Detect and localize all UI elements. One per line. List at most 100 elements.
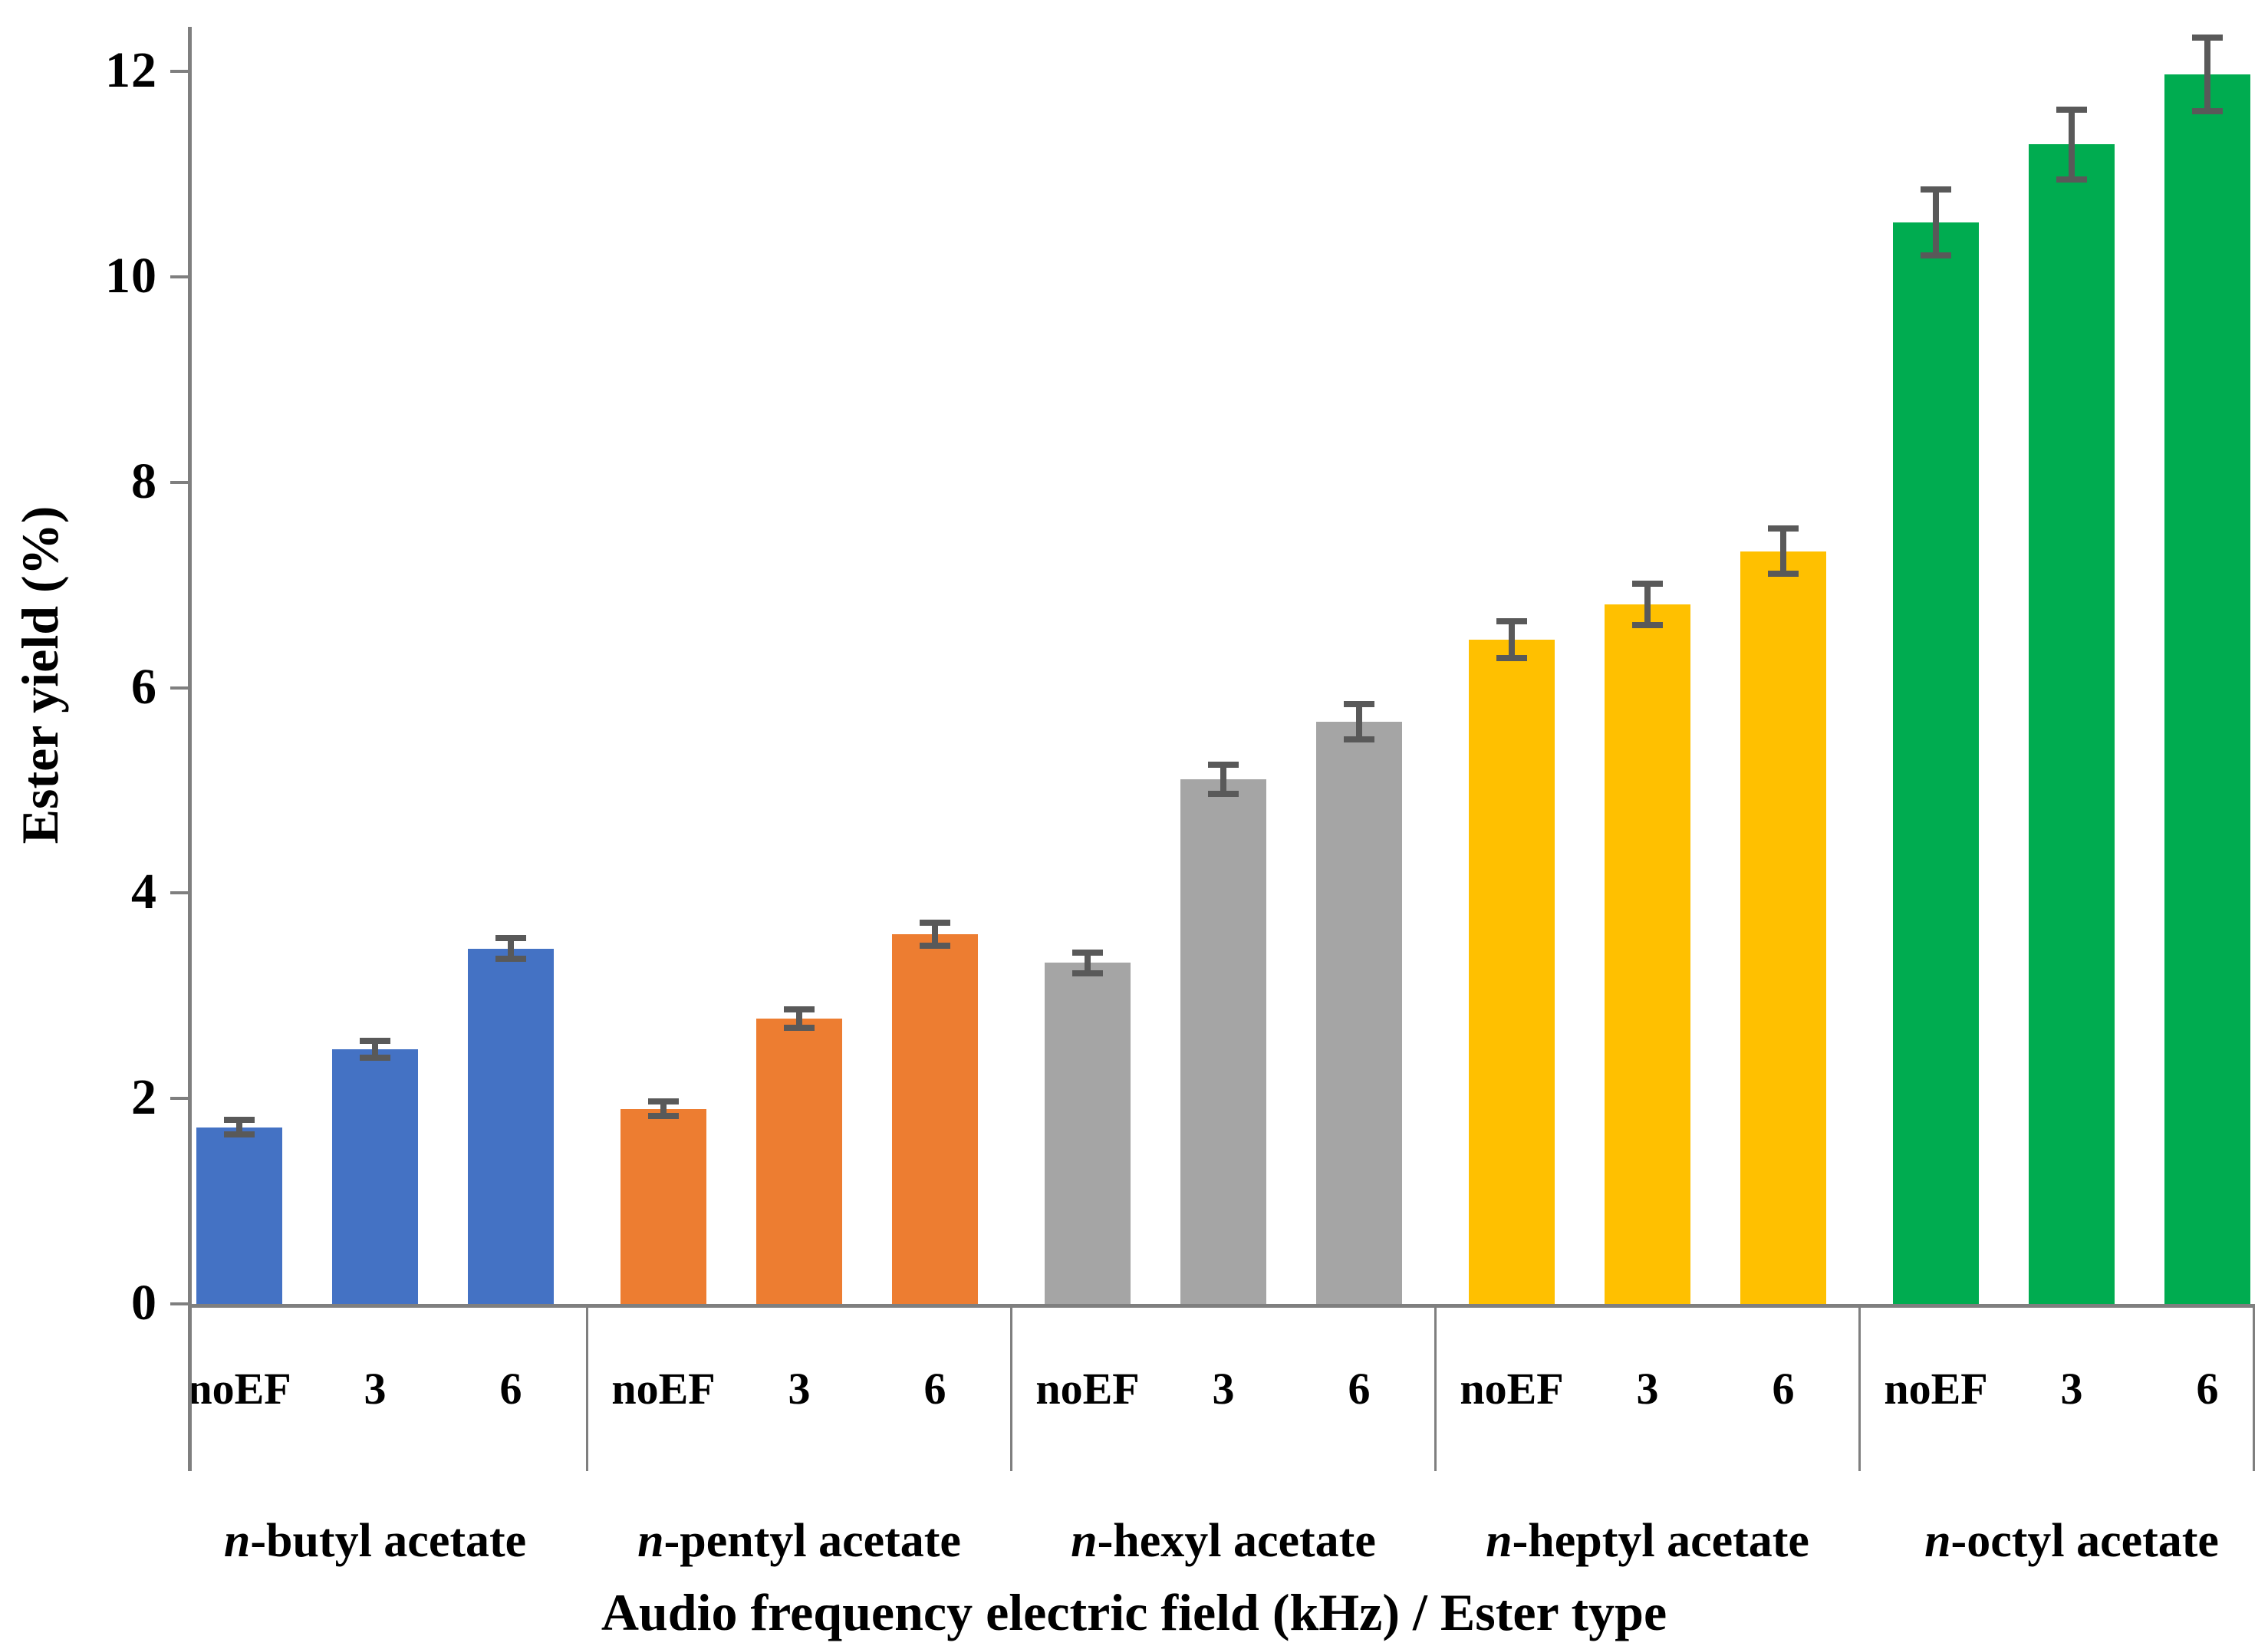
x-tick-label: noEF [1035,1364,1140,1414]
error-bar-cap-top [648,1098,679,1105]
category-separator [1010,1304,1012,1471]
x-tick-label: 3 [364,1364,387,1414]
y-tick-label: 2 [131,1069,157,1126]
x-tick-label: 6 [1772,1364,1795,1414]
x-tick-label: 3 [788,1364,811,1414]
x-tick-label: 6 [2196,1364,2219,1414]
bar [2029,144,2115,1304]
group-label: n-pentyl acetate [637,1515,961,1567]
error-bar-cap-bottom [1632,621,1663,628]
error-bar-cap-top [784,1006,815,1012]
error-bar-whisker [1085,953,1091,973]
x-tick-label: 3 [1212,1364,1235,1414]
group-label: n-octyl acetate [1924,1515,2219,1567]
y-tick-label: 4 [131,864,157,920]
error-bar-cap-bottom [2056,176,2087,183]
error-bar-whisker [2204,38,2210,112]
error-bar-cap-bottom [224,1131,255,1138]
category-separator [586,1304,588,1471]
y-tick-label: 10 [105,248,157,304]
y-tick [170,686,192,690]
group-label: n-butyl acetate [223,1515,527,1567]
bar [1045,963,1131,1304]
x-axis-title: Audio frequency electric field (kHz) / E… [601,1583,1667,1641]
error-bar-whisker [1933,189,1939,255]
bar [1893,222,1979,1304]
error-bar-whisker [1220,765,1226,794]
bar [1316,721,1402,1304]
error-bar-whisker [2069,109,2075,179]
error-bar-whisker [236,1120,242,1135]
error-bar-whisker [1356,704,1362,739]
error-bar-cap-top [495,935,526,942]
error-bar-cap-top [1344,701,1374,708]
error-bar-cap-bottom [360,1054,390,1061]
category-separator [1858,1304,1861,1471]
error-bar-whisker [796,1009,802,1028]
error-bar-cap-top [1496,617,1527,624]
error-bar-cap-top [2192,35,2223,41]
x-axis-line [188,1304,2255,1308]
error-bar-cap-bottom [784,1024,815,1031]
error-bar-whisker [372,1041,378,1058]
category-separator [1434,1304,1437,1471]
error-bar-cap-top [224,1117,255,1124]
bar [332,1049,418,1304]
error-bar-whisker [1644,584,1651,625]
error-bar-cap-top [920,920,950,927]
y-tick [170,891,192,895]
error-bar-whisker [932,923,938,946]
bar [1740,551,1826,1304]
error-bar-cap-top [2056,106,2087,113]
y-tick [170,1097,192,1101]
y-tick-label: 6 [131,658,157,715]
bar [1180,779,1266,1304]
error-bar-cap-bottom [2192,108,2223,115]
error-bar-cap-bottom [1208,790,1239,797]
group-label-italic-prefix: n [1486,1515,1513,1567]
x-tick-label: 6 [1348,1364,1371,1414]
x-tick-label: 6 [923,1364,946,1414]
group-label: n-heptyl acetate [1486,1515,1809,1567]
bar [196,1127,282,1304]
group-label: n-hexyl acetate [1071,1515,1376,1567]
error-bar-cap-top [360,1038,390,1045]
bar [1469,639,1555,1304]
y-tick [170,480,192,484]
error-bar-cap-top [1208,762,1239,769]
y-tick-label: 0 [131,1275,157,1331]
group-label-italic-prefix: n [1924,1515,1951,1567]
group-label-italic-prefix: n [1071,1515,1098,1567]
error-bar-whisker [660,1101,667,1116]
bar [620,1108,706,1304]
bar [468,948,554,1304]
group-label-italic-prefix: n [637,1515,664,1567]
error-bar-cap-top [1072,950,1103,956]
bar [1605,604,1690,1304]
error-bar-cap-bottom [1072,969,1103,976]
y-tick [170,70,192,74]
error-bar-whisker [508,938,514,960]
error-bar-cap-top [1921,186,1951,193]
y-tick-label: 12 [105,42,157,99]
y-tick-label: 8 [131,453,157,509]
group-label-italic-prefix: n [223,1515,251,1567]
x-tick-label: 3 [1636,1364,1659,1414]
error-bar-cap-bottom [1344,736,1374,742]
category-separator [2253,1304,2255,1471]
error-bar-cap-top [1768,525,1799,532]
x-tick-label: noEF [1460,1364,1564,1414]
x-tick-label: 3 [2060,1364,2083,1414]
error-bar-cap-bottom [1921,252,1951,258]
bar [892,933,978,1304]
error-bar-cap-bottom [1768,570,1799,577]
y-axis-line [188,27,192,1471]
error-bar-cap-bottom [1496,654,1527,661]
x-tick-label: noEF [611,1364,716,1414]
error-bar-cap-bottom [920,942,950,949]
bar [2164,74,2250,1304]
error-bar-whisker [1780,528,1786,574]
x-tick-label: noEF [187,1364,291,1414]
y-tick [170,1302,192,1305]
